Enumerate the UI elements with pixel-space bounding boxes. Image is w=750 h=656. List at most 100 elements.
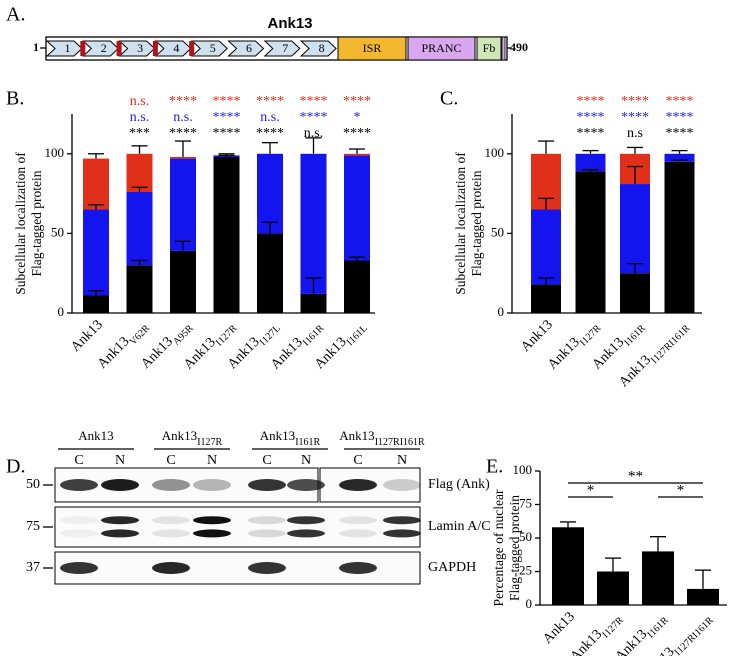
significance-label: **** [256, 126, 284, 141]
bar-segment [344, 260, 370, 313]
label-subscript: I127R [578, 323, 604, 349]
blot-band [339, 479, 377, 491]
repeat-label: 4 [173, 41, 179, 55]
y-axis-label: Flag-tagged protein [29, 170, 44, 276]
label-subscript: I127RI161R [649, 323, 692, 366]
error-bar [671, 149, 688, 154]
error-bar [671, 159, 688, 162]
error-bar [349, 256, 365, 261]
blot-band [383, 516, 421, 525]
repeat-label: 8 [319, 41, 325, 55]
label-subscript: V62R [127, 323, 152, 348]
bar-segment [126, 192, 153, 266]
chart: 0 25 50 75 100 Percentage of nuclear Flag-tagg… [491, 462, 727, 656]
protein-diagram: 1 2 3 4 5 6 7 8 ISR PRANC Fb [45, 36, 508, 61]
blot-band [287, 529, 325, 538]
bar-segment [344, 153, 370, 156]
domain [337, 36, 407, 61]
error-bar [605, 557, 621, 572]
ankyrin-repeat [263, 40, 301, 57]
bar-segment [575, 153, 606, 172]
error-bar [262, 142, 278, 154]
bar-segment [257, 233, 283, 313]
diagram-end: 490 [510, 40, 528, 54]
bar-segment [83, 158, 109, 210]
significance-label: **** [621, 110, 649, 125]
bar-segment [170, 250, 196, 313]
y-axis-label: Subcellular localization of [13, 152, 28, 295]
error-bar [88, 153, 104, 159]
row-label: Flag (Ank) [428, 477, 490, 492]
mutation-site [152, 41, 158, 56]
label-subscript: I161L [345, 323, 370, 348]
error-bar [88, 204, 104, 210]
bar-segment [344, 155, 370, 261]
label-base: Ank13 [568, 627, 606, 656]
y-tick-label: 0 [526, 596, 533, 611]
error-bar [349, 148, 365, 154]
x-tick-label: Ank13 [541, 609, 579, 647]
chart: 0 50 100 Subcellular localization of Flag-ta… [453, 94, 702, 393]
panel-label: D. [6, 456, 25, 478]
significance-label: **** [213, 94, 241, 109]
y-tick-label: 0 [58, 304, 65, 319]
repeat-label: 7 [282, 41, 288, 55]
label-base: Ank13 [519, 317, 557, 355]
panel-label: A. [6, 4, 25, 26]
lane-group-label: Ank13 [78, 428, 113, 443]
blot-band [60, 516, 98, 525]
significance-label: **** [577, 126, 605, 141]
significance-label: n.s [627, 126, 643, 141]
y-axis-label: Percentage of nuclear [491, 489, 506, 606]
x-tick-label: Ank13 [69, 317, 107, 355]
label-subscript: I127R [214, 323, 240, 349]
significance-label: n.s. [130, 110, 149, 125]
mutation-site [116, 41, 122, 56]
blot-band [193, 479, 231, 491]
blot-band [339, 529, 377, 538]
bar-segment [575, 171, 606, 313]
row-label: GAPDH [428, 560, 476, 575]
y-tick-label: 50 [519, 529, 532, 544]
mw-marker: 50 [26, 477, 40, 492]
ankyrin-repeat [154, 40, 192, 57]
blot-band [339, 516, 377, 525]
bar-segment [257, 153, 283, 234]
significance-label: n.s. [130, 94, 149, 109]
error-bar [627, 146, 643, 154]
significance-label: **** [577, 110, 605, 125]
domain [476, 36, 502, 61]
bar-segment [531, 209, 561, 285]
y-tick-label: 100 [45, 145, 65, 160]
blot-band [383, 529, 421, 538]
blot-band [339, 562, 377, 574]
lane-label: N [115, 453, 125, 468]
y-axis-label: Flag-tagged protein [507, 495, 522, 601]
y-tick-label: 100 [485, 145, 505, 160]
bar-segment [83, 295, 109, 313]
x-tick-label: Ank13I127RI161R [617, 317, 693, 393]
significance-label: **** [666, 126, 694, 141]
significance-label: n.s. [260, 110, 279, 125]
label-subscript: I127R [600, 615, 626, 641]
blot-band [152, 529, 190, 538]
significance-label: n.s. [173, 110, 192, 125]
bar-segment [126, 153, 153, 193]
lane-label: N [207, 453, 217, 468]
error-bar [627, 262, 643, 274]
repeat-label: 6 [246, 41, 252, 55]
error-bar [582, 149, 599, 154]
y-tick-label: 75 [519, 495, 532, 510]
bar-segment [620, 273, 650, 313]
label-subscript: A95R [171, 323, 196, 348]
lane-group-label: Ank13I127RI161R [339, 428, 425, 448]
bar-segment [213, 156, 240, 313]
lane-label: C [74, 453, 83, 468]
label-subscript: I127L [258, 323, 283, 348]
significance-label: **** [213, 110, 241, 125]
lane-label: C [262, 453, 271, 468]
blot-band [101, 479, 139, 491]
error-bar [305, 137, 322, 154]
bar-segment [300, 293, 327, 313]
label-base: Ank13 [613, 627, 651, 656]
